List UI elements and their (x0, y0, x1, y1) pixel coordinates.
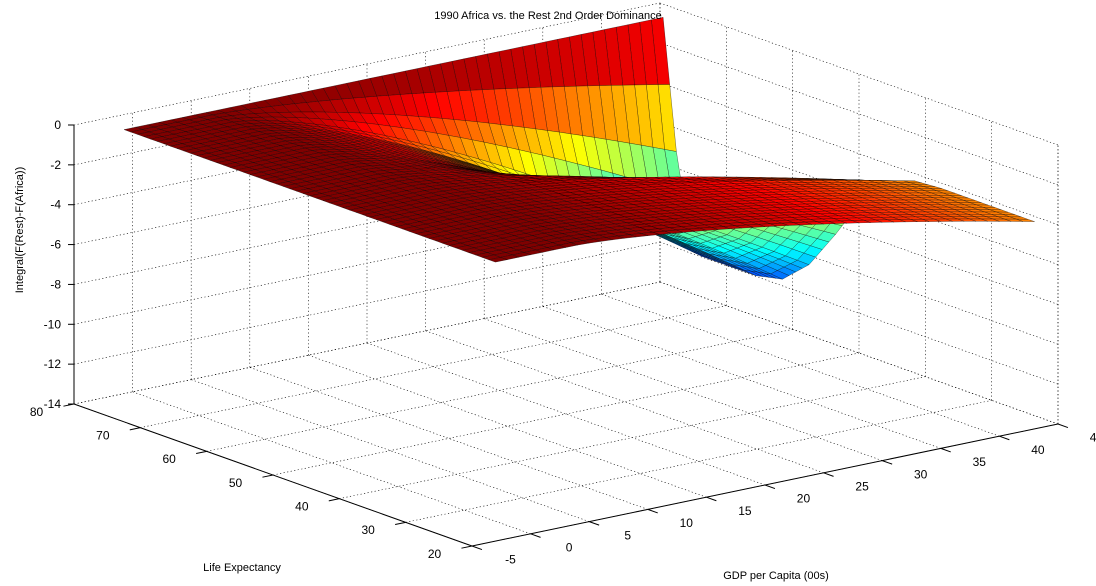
gridline (339, 376, 926, 499)
gridline (73, 201, 661, 325)
z-tick-label: -6 (50, 238, 61, 252)
gridline (132, 391, 531, 535)
x-tick-mark (999, 435, 1010, 441)
x-tick-label: 15 (738, 504, 752, 518)
y-tick-label: 20 (428, 547, 442, 561)
y-tick-mark (129, 427, 141, 431)
y-tick-mark (328, 498, 340, 502)
z-tick-label: 0 (54, 118, 61, 132)
gridline (405, 400, 992, 523)
surface-patch (488, 257, 508, 263)
gridline (425, 330, 824, 474)
y-tick-label: 80 (30, 405, 44, 419)
z-tick-label: -8 (50, 277, 61, 291)
x-tick-mark (471, 545, 483, 551)
x-tick-label: 25 (855, 480, 869, 494)
y-tick-label: 60 (162, 452, 176, 466)
y-tick-label: 70 (96, 428, 110, 442)
x-tick-mark (1057, 423, 1069, 429)
y-tick-mark (461, 545, 473, 549)
chart-title: 1990 Africa vs. the Rest 2nd Order Domin… (434, 10, 661, 22)
y-tick-mark (395, 521, 406, 526)
z-tick-label: -4 (50, 198, 61, 212)
x-tick-label: 35 (973, 455, 987, 469)
x-tick-mark (940, 447, 951, 453)
x-tick-label: 30 (914, 467, 928, 481)
x-tick-label: 40 (1031, 443, 1045, 457)
chart-ticks: -5 0 5 10 15 20 25 30 35 40 45 20 30 40 50 60 70 80-14 -12… (30, 118, 1096, 567)
x-tick-mark (706, 496, 717, 502)
y-tick-label: 30 (361, 523, 375, 537)
x-tick-label: 5 (624, 528, 631, 542)
gridline (73, 2, 661, 126)
gridline (73, 281, 661, 405)
x-axis-label: GDP per Capita (00s) (723, 570, 829, 582)
gridline (73, 241, 661, 365)
z-tick-label: -2 (50, 158, 61, 172)
surface-mesh (123, 17, 1035, 280)
x-tick-mark (589, 521, 600, 526)
z-axis-label: Integral(F(Rest)-F(Africa)) (14, 167, 26, 294)
y-axis-label: Life Expectancy (203, 562, 281, 574)
x-tick-mark (882, 460, 893, 465)
x-tick-label: 0 (566, 541, 573, 555)
x-tick-mark (647, 508, 658, 514)
gridline (272, 352, 860, 476)
y-tick-mark (262, 474, 274, 478)
z-tick-label: -12 (44, 357, 62, 371)
z-tick-label: -14 (44, 397, 62, 411)
gridline (73, 162, 661, 285)
x-tick-mark (823, 472, 834, 477)
x-tick-mark (764, 484, 776, 490)
y-tick-mark (196, 450, 207, 455)
gridline (140, 305, 727, 428)
x-tick-mark (530, 533, 541, 538)
x-tick-label: 20 (797, 492, 811, 506)
gridline (308, 354, 707, 498)
y-tick-label: 50 (229, 476, 243, 490)
gridline (206, 329, 793, 452)
z-tick-label: -10 (44, 317, 62, 331)
y-tick-label: 40 (295, 499, 309, 513)
x-tick-label: -5 (505, 553, 516, 567)
x-tick-label: 10 (680, 516, 694, 530)
x-tick-label: 45 (1090, 431, 1096, 445)
